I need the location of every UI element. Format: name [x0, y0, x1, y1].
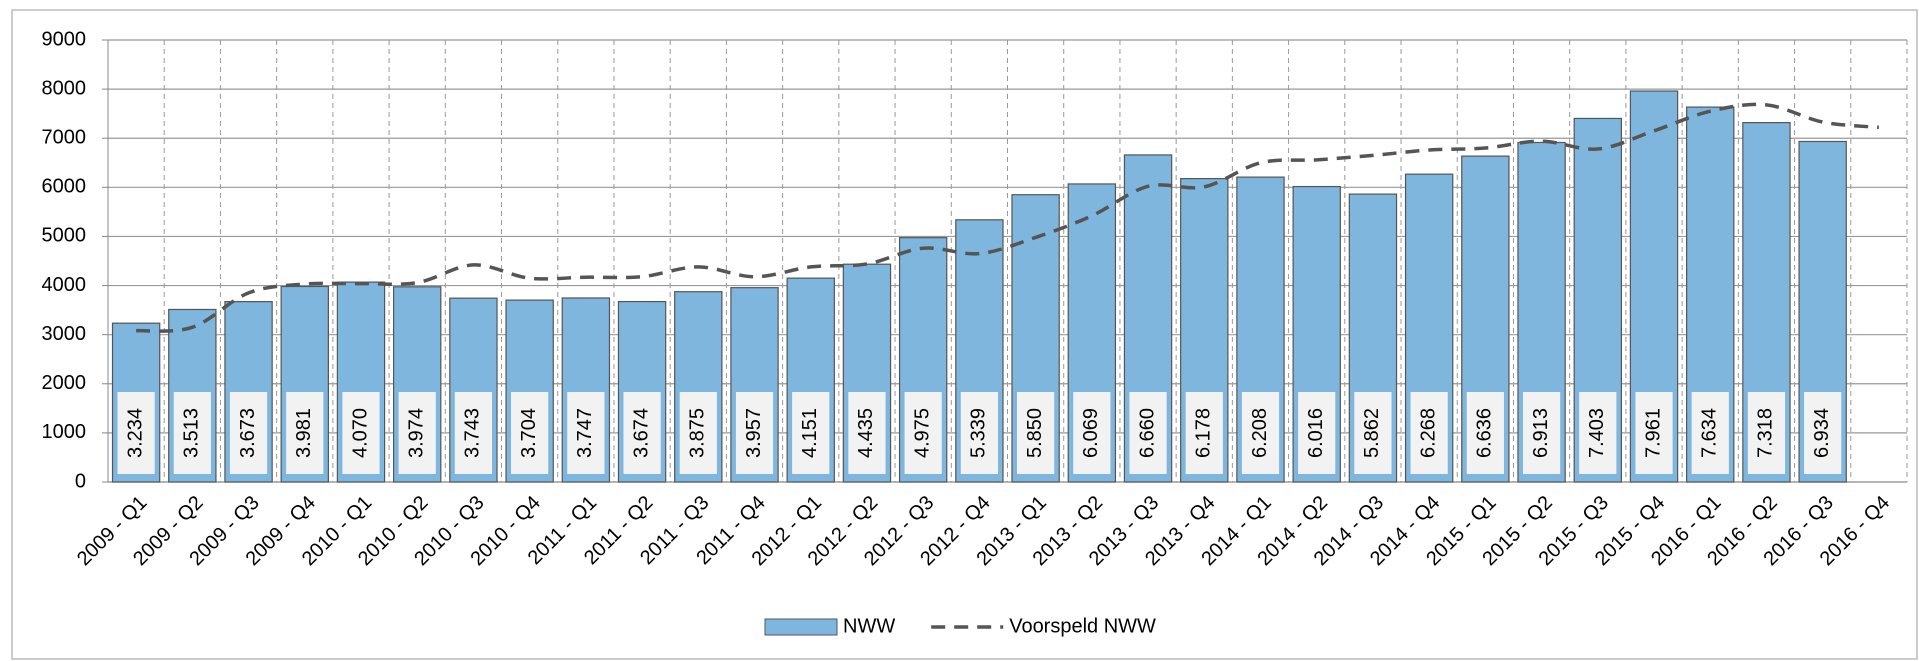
value-label-box [1298, 392, 1336, 474]
value-label: 5.339 [968, 408, 990, 458]
value-label-box [679, 392, 717, 474]
legend-label: NWW [843, 615, 895, 637]
value-label: 6.636 [1474, 408, 1496, 458]
value-label: 5.850 [1024, 408, 1046, 458]
value-label: 3.981 [293, 408, 315, 458]
value-label-box [454, 392, 493, 474]
value-label: 4.975 [911, 408, 933, 458]
value-label-box [1691, 392, 1729, 474]
value-label-box [904, 392, 942, 474]
value-label-box [286, 392, 324, 474]
value-label: 6.268 [1417, 408, 1439, 458]
value-label-box [342, 392, 380, 474]
value-label: 6.934 [1811, 408, 1833, 458]
value-label: 4.435 [855, 408, 877, 458]
value-label-box [848, 392, 886, 474]
value-label-box [1073, 392, 1111, 474]
value-label: 6.016 [1305, 408, 1327, 458]
y-tick-label: 4000 [42, 274, 87, 296]
y-tick-label: 8000 [42, 77, 87, 99]
value-label-box [960, 392, 999, 474]
value-label-box [567, 392, 605, 474]
value-label: 3.673 [237, 408, 259, 458]
value-label-box [623, 392, 661, 474]
value-label-box [1804, 392, 1842, 474]
value-label-box [1354, 392, 1392, 474]
legend-swatch [764, 618, 838, 636]
value-label: 3.747 [574, 408, 596, 458]
legend-label: Voorspeld NWW [1009, 615, 1156, 637]
value-label-box [1466, 392, 1504, 474]
value-label: 3.674 [630, 408, 652, 458]
value-label: 6.069 [1080, 408, 1102, 458]
value-label: 3.974 [405, 408, 427, 458]
y-tick-label: 0 [75, 470, 86, 492]
value-label-box [117, 392, 155, 474]
y-tick-label: 2000 [42, 372, 87, 394]
value-label-box [1016, 392, 1055, 474]
value-label: 7.961 [1642, 408, 1664, 458]
value-label-box [398, 392, 436, 474]
value-label-box [511, 392, 549, 474]
value-label-box [792, 392, 830, 474]
value-label: 7.403 [1586, 408, 1608, 458]
value-label-box [1185, 392, 1223, 474]
value-label: 7.634 [1699, 408, 1721, 458]
value-label: 3.875 [687, 408, 709, 458]
y-tick-label: 3000 [42, 323, 87, 345]
y-tick-label: 9000 [42, 28, 87, 50]
value-label-box [1522, 392, 1561, 474]
value-label: 6.178 [1193, 408, 1215, 458]
y-tick-label: 7000 [42, 127, 87, 149]
value-label: 4.151 [799, 408, 821, 458]
value-label-box [1747, 392, 1786, 474]
value-label-box [1241, 392, 1280, 474]
y-tick-label: 6000 [42, 176, 87, 198]
value-label-box [229, 392, 268, 474]
value-label: 6.913 [1530, 408, 1552, 458]
value-label-box [173, 392, 211, 474]
value-label-box [1129, 392, 1167, 474]
value-label-box [1579, 392, 1617, 474]
value-label: 5.862 [1361, 408, 1383, 458]
value-label: 3.957 [743, 408, 765, 458]
value-label: 3.234 [124, 408, 146, 458]
line [136, 102, 1880, 333]
value-label: 3.743 [462, 408, 484, 458]
value-label-box [1635, 392, 1673, 474]
value-label: 3.513 [181, 408, 203, 458]
value-label: 6.660 [1136, 408, 1158, 458]
y-tick-label: 1000 [42, 421, 87, 443]
value-label: 7.318 [1755, 408, 1777, 458]
value-label: 6.208 [1249, 408, 1271, 458]
value-label: 4.070 [349, 408, 371, 458]
value-label-box [1410, 392, 1448, 474]
value-label: 3.704 [518, 408, 540, 458]
value-label-box [735, 392, 774, 474]
y-tick-label: 5000 [42, 225, 87, 247]
